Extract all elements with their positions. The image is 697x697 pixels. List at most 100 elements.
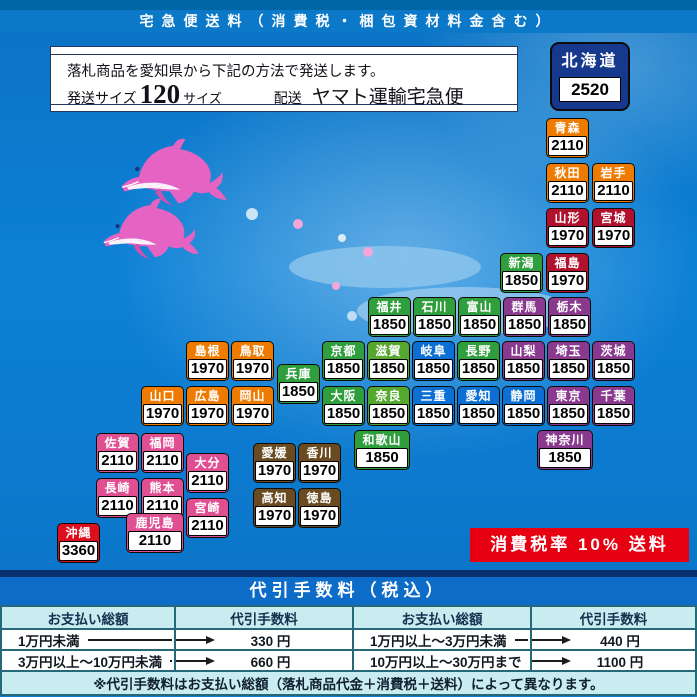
pref-name: 長野 — [465, 344, 492, 358]
pref-box-埼玉: 埼玉 1850 — [547, 341, 590, 381]
pref-box-長崎: 長崎 2110 — [96, 478, 139, 518]
carrier-label: 配送 — [273, 90, 302, 106]
fee-range-cell: 3万円以上～10万円未満 — [2, 651, 174, 670]
pref-box-福岡: 福岡 2110 — [141, 433, 184, 473]
pref-fee: 1850 — [369, 359, 408, 379]
pref-name: 愛知 — [465, 389, 492, 403]
pref-fee: 2110 — [548, 181, 587, 201]
pref-name: 香川 — [306, 446, 333, 460]
pref-name: 山梨 — [510, 344, 537, 358]
pref-name: 大分 — [194, 456, 221, 470]
pref-name: 愛媛 — [261, 446, 288, 460]
page-title: 宅急便送料（消費税・梱包資材料金含む） — [0, 10, 697, 33]
pref-fee: 2110 — [98, 451, 137, 471]
pref-box-滋賀: 滋賀 1850 — [367, 341, 410, 381]
pref-box-広島: 広島 1970 — [186, 386, 229, 426]
pref-box-徳島: 徳島 1970 — [298, 488, 341, 528]
pref-fee: 2520 — [559, 77, 621, 102]
pref-fee: 1970 — [188, 404, 227, 424]
pref-fee: 1850 — [502, 271, 541, 291]
pref-box-福島: 福島 1970 — [546, 253, 589, 293]
size-prefix-label: 発送サイズ — [67, 90, 137, 106]
pref-box-山梨: 山梨 1850 — [502, 341, 545, 381]
pref-fee: 1850 — [539, 448, 591, 468]
pref-fee: 1850 — [459, 404, 498, 424]
pref-fee: 1970 — [255, 506, 294, 526]
pref-fee: 1850 — [550, 315, 589, 335]
pref-box-岩手: 岩手 2110 — [592, 163, 635, 203]
pref-fee: 1850 — [279, 382, 318, 402]
pref-fee: 1970 — [300, 506, 339, 526]
pref-fee: 1850 — [505, 315, 544, 335]
pref-fee: 2110 — [188, 471, 227, 491]
carrier-name: ヤマト運輸宅急便 — [311, 87, 464, 108]
pref-box-東京: 東京 1850 — [547, 386, 590, 426]
pref-name: 鹿児島 — [135, 516, 175, 530]
cod-fee-table: お支払い総額 代引手数料 お支払い総額 代引手数料 1万円未満 330 円 1万… — [0, 605, 697, 696]
pref-fee: 1850 — [415, 315, 454, 335]
pref-box-新潟: 新潟 1850 — [500, 253, 543, 293]
pref-name: 島根 — [194, 344, 221, 358]
pref-box-千葉: 千葉 1850 — [592, 386, 635, 426]
fee-amount-cell: 440 円 — [532, 630, 695, 649]
pref-name: 熊本 — [149, 481, 176, 495]
pref-name: 北海道 — [561, 53, 619, 70]
pref-box-沖縄: 沖縄 3360 — [57, 523, 100, 563]
pref-box-茨城: 茨城 1850 — [592, 341, 635, 381]
fee-range-cell: 10万円以上～30万円まで — [354, 651, 530, 670]
pref-name: 兵庫 — [285, 367, 312, 381]
pref-fee: 1970 — [300, 461, 339, 481]
pref-name: 神奈川 — [545, 433, 585, 447]
shipping-info-box: 落札商品を愛知県から下記の方法で発送します。 発送サイズ 120 サイズ 配送 … — [50, 46, 518, 112]
col-header-fee: 代引手数料 — [532, 607, 695, 628]
pref-name: 岐阜 — [420, 344, 447, 358]
pref-box-高知: 高知 1970 — [253, 488, 296, 528]
pref-name: 奈良 — [375, 389, 402, 403]
pref-name: 青森 — [554, 121, 581, 135]
pref-box-愛媛: 愛媛 1970 — [253, 443, 296, 483]
pref-name: 福島 — [554, 256, 581, 270]
shipping-origin-text: 落札商品を愛知県から下記の方法で発送します。 — [67, 64, 385, 80]
arrow-icon — [562, 635, 571, 644]
pref-fee: 2110 — [128, 531, 182, 551]
fee-amount-cell: 330 円 — [176, 630, 352, 649]
pref-fee: 1970 — [594, 226, 633, 246]
pref-fee: 1850 — [504, 404, 543, 424]
pref-name: 大阪 — [330, 389, 357, 403]
pref-box-鳥取: 鳥取 1970 — [231, 341, 274, 381]
pref-name: 滋賀 — [375, 344, 402, 358]
pref-name: 三重 — [420, 389, 447, 403]
pref-name: 山口 — [149, 389, 176, 403]
splash-ellipse — [289, 246, 481, 288]
pref-box-兵庫: 兵庫 1850 — [277, 364, 320, 404]
pref-name: 埼玉 — [555, 344, 582, 358]
pref-box-静岡: 静岡 1850 — [502, 386, 545, 426]
pref-box-長野: 長野 1850 — [457, 341, 500, 381]
pref-name: 山形 — [554, 211, 581, 225]
pref-fee: 1970 — [255, 461, 294, 481]
pref-fee: 2110 — [548, 136, 587, 156]
fee-table-note: ※代引手数料はお支払い総額（落札商品代金＋消費税＋送料）によって異なります。 — [2, 672, 695, 694]
pref-box-宮城: 宮城 1970 — [592, 208, 635, 248]
pref-name: 秋田 — [554, 166, 581, 180]
tax-badge: 消費税率 10% 送料 — [470, 528, 689, 562]
pref-fee: 1850 — [324, 359, 363, 379]
pref-fee: 1850 — [549, 359, 588, 379]
arrow-icon — [562, 656, 571, 665]
pref-box-和歌山: 和歌山 1850 — [354, 430, 410, 470]
fee-range-cell: 1万円以上～3万円未満 — [354, 630, 530, 649]
pref-fee: 1970 — [233, 359, 272, 379]
pref-name: 長崎 — [104, 481, 131, 495]
top-accent-bar — [0, 0, 697, 10]
pref-name: 京都 — [330, 344, 357, 358]
fee-amount-cell: 660 円 — [176, 651, 352, 670]
pref-fee: 1970 — [548, 271, 587, 291]
pref-box-岐阜: 岐阜 1850 — [412, 341, 455, 381]
pref-name: 茨城 — [600, 344, 627, 358]
col-header-total: お支払い総額 — [2, 607, 174, 628]
pref-fee: 2110 — [188, 516, 227, 536]
pref-name: 千葉 — [600, 389, 627, 403]
pref-name: 鳥取 — [239, 344, 266, 358]
section-divider — [0, 570, 697, 577]
